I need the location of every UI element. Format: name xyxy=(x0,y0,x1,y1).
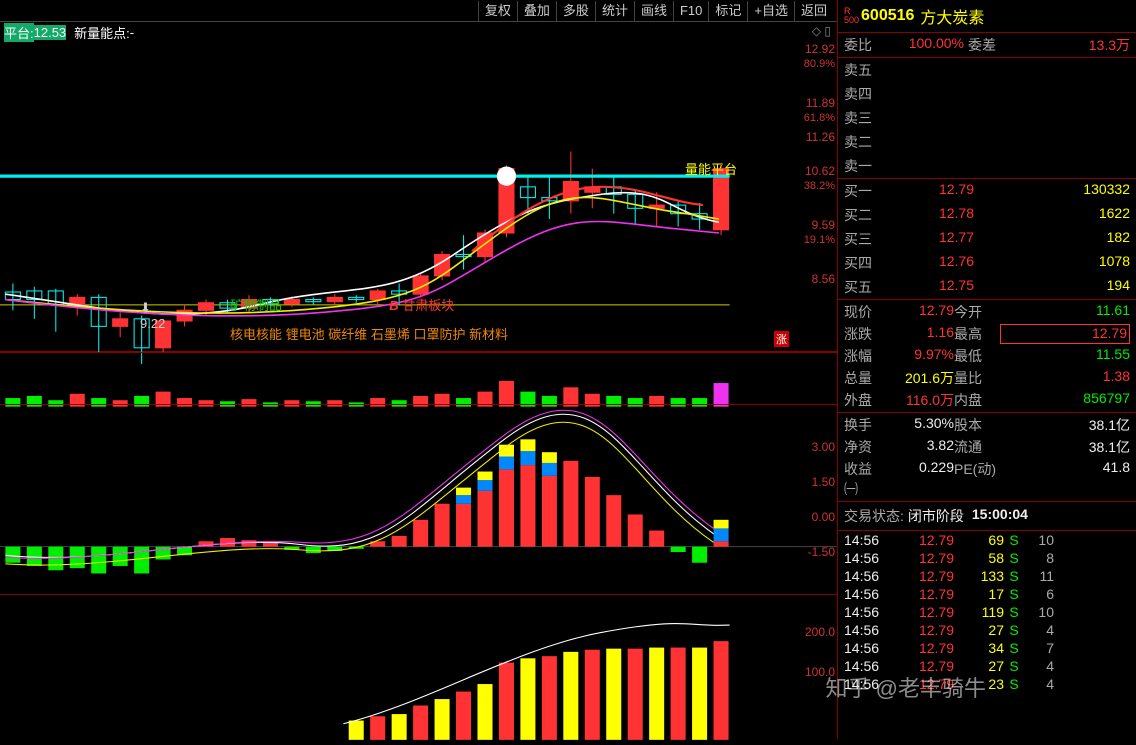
volume-chart[interactable] xyxy=(0,352,837,404)
energy-value: - xyxy=(130,25,134,40)
tick-row: 14:5612.7958S8 xyxy=(838,549,1136,567)
bids-row: 买二12.781622 xyxy=(838,203,1136,227)
toolbar-叠加[interactable]: 叠加 xyxy=(517,1,556,21)
concept-tags: 矿物制品 B 甘肃板块 核电核能 锂电池 碳纤维 石墨烯 口罩防护 新材料 xyxy=(230,295,508,343)
toolbar-标记[interactable]: 标记 xyxy=(708,1,747,21)
toolbar-画线[interactable]: 画线 xyxy=(634,1,673,21)
toolbar-返回[interactable]: 返回 xyxy=(794,1,833,21)
tick-row: 14:5612.7923S4 xyxy=(838,675,1136,693)
toolbar-F10[interactable]: F10 xyxy=(673,1,708,21)
info-bar: 平台: 12.53 新量能点: - ◇ ▯ xyxy=(0,22,837,42)
bids-row: 买四12.761078 xyxy=(838,251,1136,275)
tag-gansu: 甘肃板块 xyxy=(402,298,454,313)
tick-row: 14:5612.7927S4 xyxy=(838,621,1136,639)
bids-row: 买三12.77182 xyxy=(838,227,1136,251)
tick-row: 14:5612.7917S6 xyxy=(838,585,1136,603)
tag-concepts: 核电核能 锂电池 碳纤维 石墨烯 口罩防护 新材料 xyxy=(230,327,508,342)
macd-chart[interactable]: 3.001.500.00-1.50 xyxy=(0,404,837,594)
price-axis-label: 10.6238.2% xyxy=(804,164,835,192)
stock-name: 方大炭素 xyxy=(920,4,984,28)
ratio-row: 委比 100.00% 委差 13.3万 xyxy=(838,33,1136,58)
toolbar-多股[interactable]: 多股 xyxy=(556,1,595,21)
tick-row: 14:5612.79133S11 xyxy=(838,567,1136,585)
price-axis-label: 9.5919.1% xyxy=(804,218,835,246)
toolbar-+自选[interactable]: +自选 xyxy=(747,1,794,21)
platform-tag: 量能平台 xyxy=(685,159,737,178)
quote-panel: R 500 600516 方大炭素 委比 100.00% 委差 13.3万 卖五… xyxy=(838,0,1136,739)
price-axis-label: 11.26 xyxy=(806,130,835,144)
asks-row: 卖二 xyxy=(838,130,1136,154)
trade-status: 交易状态: 闭市阶段 15:00:04 xyxy=(838,502,1136,531)
stock-code: 600516 xyxy=(861,7,914,25)
energy-label: 新量能点: xyxy=(74,23,130,42)
limit-up-badge: 涨 xyxy=(774,331,789,347)
platform-label: 平台: xyxy=(4,23,34,42)
tick-row: 14:5612.7969S10 xyxy=(838,531,1136,549)
r-badge: R 500 xyxy=(844,7,859,25)
toolbar-统计[interactable]: 统计 xyxy=(595,1,634,21)
asks-row: 卖一 xyxy=(838,154,1136,178)
main-chart[interactable]: 12.9280.9% 11.8961.8% 11.26 10.6238.2% 9.591… xyxy=(0,42,837,352)
tick-row: 14:5612.79119S10 xyxy=(838,603,1136,621)
stock-header[interactable]: R 500 600516 方大炭素 xyxy=(838,0,1136,33)
price-axis-label: 11.8961.8% xyxy=(804,96,835,124)
tag-b: B xyxy=(389,298,398,313)
low-marker: ⬇9.22 xyxy=(140,300,165,331)
chart-controls[interactable]: ◇ ▯ xyxy=(812,24,831,38)
price-axis-label: 12.9280.9% xyxy=(804,42,835,70)
asks-row: 卖四 xyxy=(838,82,1136,106)
tick-row: 14:5612.7927S4 xyxy=(838,657,1136,675)
tag-mineral: 矿物制品 xyxy=(230,298,282,313)
price-axis-label: 8.56 xyxy=(812,272,835,286)
toolbar-复权[interactable]: 复权 xyxy=(478,1,517,21)
tick-row: 14:5612.7934S7 xyxy=(838,639,1136,657)
platform-value: 12.53 xyxy=(34,25,67,40)
bids-row: 买一12.79130332 xyxy=(838,179,1136,203)
bids-row: 买五12.75194 xyxy=(838,275,1136,299)
chart-toolbar: 复权叠加多股统计画线F10标记+自选返回 xyxy=(0,0,837,22)
asks-row: 卖三 xyxy=(838,106,1136,130)
indicator-chart[interactable]: 200.0100.0 xyxy=(0,594,837,739)
asks-row: 卖五 xyxy=(838,58,1136,82)
